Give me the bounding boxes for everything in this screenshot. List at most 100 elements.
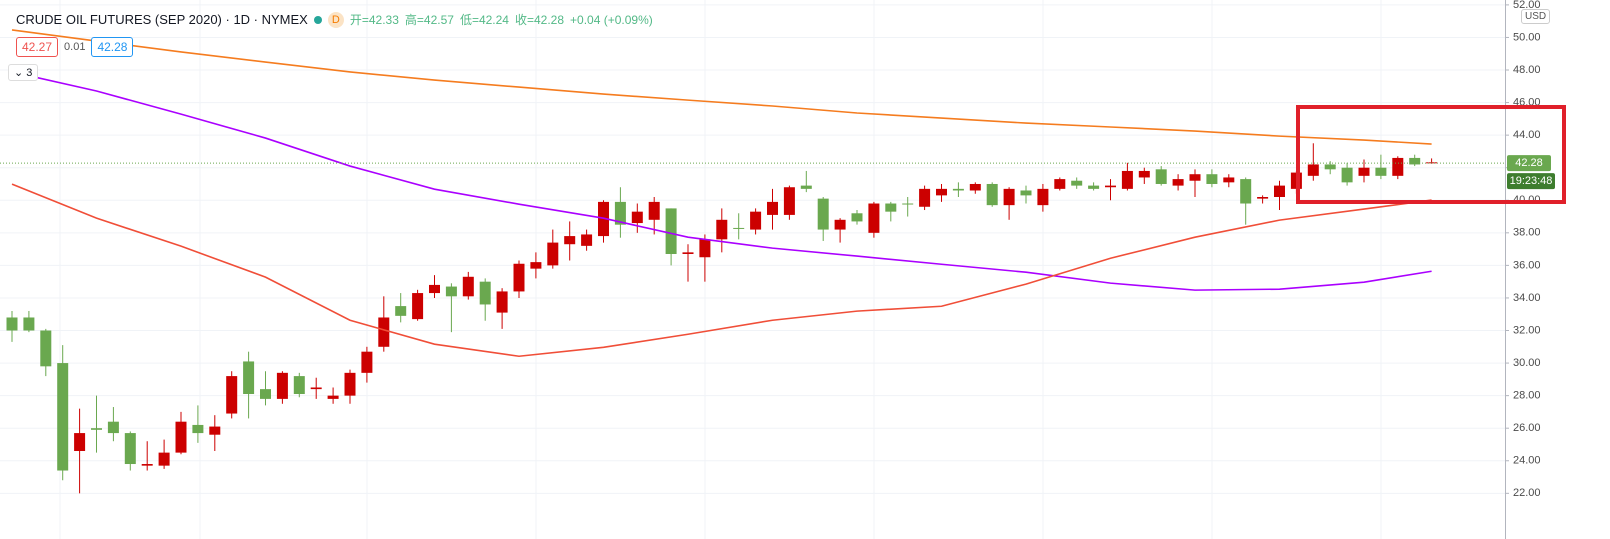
candle-body xyxy=(1020,190,1032,196)
candle-body xyxy=(750,211,762,230)
y-tick-label: 34.00 xyxy=(1513,292,1541,304)
candle-body xyxy=(1274,185,1285,198)
countdown-tag xyxy=(1507,173,1555,190)
candle-body xyxy=(6,317,18,331)
ohlc-high: 高=42.57 xyxy=(404,13,454,27)
candle-body xyxy=(969,183,981,191)
candle-body xyxy=(936,188,947,196)
candle-body xyxy=(834,219,846,230)
candle-body xyxy=(429,284,440,294)
candle-body xyxy=(547,242,559,266)
candle-body xyxy=(716,219,728,240)
indicators-toggle[interactable]: ⌄ 3 xyxy=(8,64,39,81)
candle-body xyxy=(276,372,288,399)
highlight-box xyxy=(1296,105,1566,204)
y-tick-label: 22.00 xyxy=(1513,487,1541,499)
y-tick-label: 32.00 xyxy=(1513,324,1541,336)
candle-body xyxy=(192,424,204,434)
candle-body xyxy=(868,203,880,233)
candle-body xyxy=(378,317,390,347)
y-tick-label: 38.00 xyxy=(1513,227,1541,239)
ohlc-low: 低=42.24 xyxy=(459,13,509,27)
y-tick-label: 28.00 xyxy=(1513,390,1541,402)
candle-body xyxy=(1138,170,1150,178)
currency-label[interactable]: USD xyxy=(1521,9,1551,24)
candle-body xyxy=(57,363,69,471)
candle-body xyxy=(1223,177,1235,183)
candle-body xyxy=(1105,185,1116,188)
candle-body xyxy=(243,361,255,395)
last-price-label: 42.28 xyxy=(1515,157,1543,169)
candle-body xyxy=(462,276,474,297)
candle-body xyxy=(74,433,86,451)
candle-body xyxy=(952,188,964,191)
candle-body xyxy=(310,387,322,390)
indicator-count: 3 xyxy=(26,67,33,79)
quote-bar: 42.27 0.01 42.28 xyxy=(16,37,134,57)
candle-body xyxy=(293,376,305,395)
y-tick-label: 26.00 xyxy=(1513,422,1541,434)
candle-body xyxy=(1037,188,1049,206)
candle-body xyxy=(124,433,136,465)
candle-body xyxy=(902,203,914,205)
candle-body xyxy=(614,201,626,225)
candle-body xyxy=(513,263,525,292)
moving-average xyxy=(11,71,1432,291)
y-tick-label: 24.00 xyxy=(1513,455,1541,467)
candle-body xyxy=(885,203,897,212)
candle-body xyxy=(564,236,576,245)
candle-body xyxy=(327,395,339,399)
moving-average xyxy=(11,29,1432,145)
candle-body xyxy=(851,213,863,222)
candle-body xyxy=(226,376,238,414)
y-tick-label: 44.00 xyxy=(1513,129,1541,141)
bid-button[interactable]: 42.27 xyxy=(16,37,59,57)
candle-body xyxy=(1071,180,1083,186)
candle-body xyxy=(817,198,829,230)
candle-body xyxy=(344,372,356,396)
candle-body xyxy=(783,187,795,215)
candle-body xyxy=(733,227,745,229)
y-tick-label: 48.00 xyxy=(1513,64,1541,76)
candle-body xyxy=(1155,169,1167,184)
candle-body xyxy=(1121,170,1133,189)
candle-body xyxy=(141,464,153,466)
candle-body xyxy=(1341,167,1353,183)
candle-body xyxy=(665,208,677,254)
candle-body xyxy=(1189,174,1201,181)
candle-body xyxy=(1324,164,1336,170)
candle-body xyxy=(40,330,52,367)
candle-body xyxy=(479,281,491,305)
ohlc-close: 收=42.28 xyxy=(514,13,565,27)
candle-body xyxy=(395,306,407,316)
candle-body xyxy=(530,262,542,269)
y-tick-label: 36.00 xyxy=(1513,259,1541,271)
candle-body xyxy=(1307,164,1319,176)
candle-body xyxy=(1003,188,1015,206)
y-tick-label: 52.00 xyxy=(1513,0,1541,11)
candle-body xyxy=(682,252,694,254)
candle-body xyxy=(1358,167,1370,176)
candle-body xyxy=(412,293,424,320)
countdown-label: 19:23:48 xyxy=(1510,175,1553,187)
candle-body xyxy=(496,291,508,313)
candle-body xyxy=(767,201,778,215)
candle-body xyxy=(175,421,187,453)
delay-badge: D xyxy=(327,11,344,28)
candle-body xyxy=(1257,197,1269,199)
candle-body xyxy=(260,389,271,399)
spread: 0.01 xyxy=(64,41,86,53)
ohlc-open: 开=42.33 xyxy=(349,13,399,27)
candle-body xyxy=(23,317,35,331)
candle-body xyxy=(361,351,373,373)
candle-body xyxy=(1392,157,1404,176)
candle-body xyxy=(1206,174,1218,184)
ohlc-change: +0.04 (+0.09%) xyxy=(570,12,653,27)
y-tick-label: 30.00 xyxy=(1513,357,1541,369)
candle-body xyxy=(800,185,812,189)
candle-body xyxy=(1054,179,1066,189)
candle-body xyxy=(1409,157,1421,165)
ask-button[interactable]: 42.28 xyxy=(91,37,134,57)
